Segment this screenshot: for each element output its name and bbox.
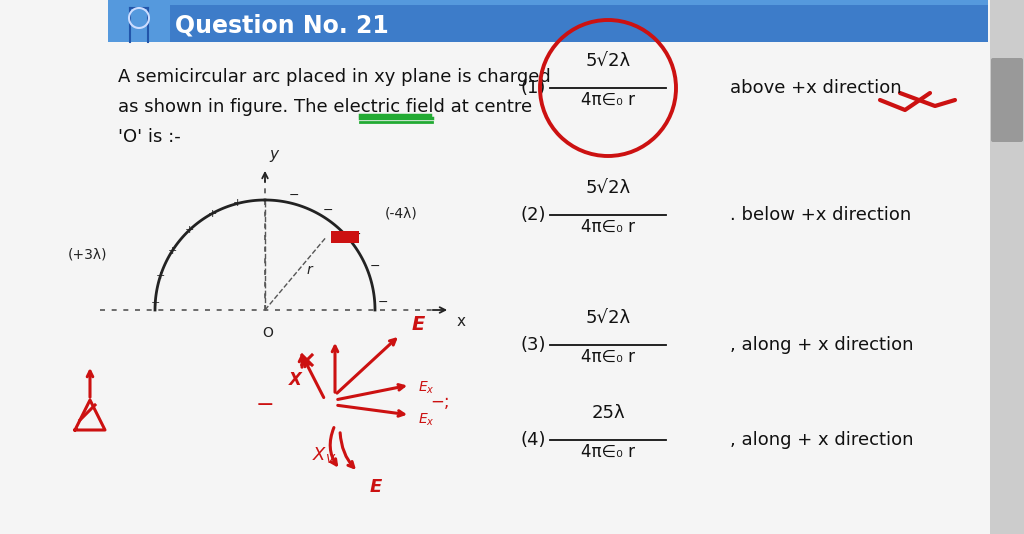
Text: X: X — [289, 371, 301, 389]
Text: x: x — [457, 314, 466, 329]
Text: 5√2λ: 5√2λ — [586, 179, 631, 197]
Text: +: + — [156, 271, 165, 281]
Text: −: − — [289, 189, 300, 202]
Text: 4π∈₀ r: 4π∈₀ r — [581, 348, 635, 366]
Text: (2): (2) — [520, 206, 546, 224]
Text: −;: −; — [430, 393, 450, 411]
FancyBboxPatch shape — [990, 0, 1024, 534]
Text: A semicircular arc placed in xy plane is charged: A semicircular arc placed in xy plane is… — [118, 68, 551, 86]
Text: , along + x direction: , along + x direction — [730, 431, 913, 449]
Text: −: − — [378, 296, 388, 309]
Text: 4π∈₀ r: 4π∈₀ r — [581, 443, 635, 461]
Text: +: + — [232, 199, 243, 208]
Text: (3): (3) — [520, 336, 546, 354]
Text: O: O — [262, 326, 273, 340]
Text: +: + — [168, 246, 177, 256]
Text: . below +x direction: . below +x direction — [730, 206, 911, 224]
Text: 4π∈₀ r: 4π∈₀ r — [581, 91, 635, 109]
Text: E: E — [412, 316, 425, 334]
FancyBboxPatch shape — [108, 4, 170, 42]
Text: Question No. 21: Question No. 21 — [175, 13, 389, 37]
Text: $X_V$: $X_V$ — [312, 445, 337, 465]
Text: r: r — [306, 263, 312, 277]
Text: (+3λ): (+3λ) — [68, 248, 106, 262]
Text: (1): (1) — [520, 79, 546, 97]
Text: 25λ: 25λ — [591, 404, 625, 422]
Text: +: + — [207, 209, 217, 218]
Text: 4π∈₀ r: 4π∈₀ r — [581, 218, 635, 236]
Text: y: y — [269, 147, 278, 162]
Text: 5√2λ: 5√2λ — [586, 309, 631, 327]
Text: −: − — [350, 228, 361, 241]
Text: −: − — [256, 395, 274, 415]
Text: , along + x direction: , along + x direction — [730, 336, 913, 354]
Text: (-4λ): (-4λ) — [385, 206, 418, 220]
Text: above +x direction: above +x direction — [730, 79, 901, 97]
Text: as shown in figure. The electric field at centre: as shown in figure. The electric field a… — [118, 98, 532, 116]
Text: +: + — [185, 225, 195, 235]
Text: −: − — [370, 260, 380, 273]
Text: 5√2λ: 5√2λ — [586, 52, 631, 70]
FancyBboxPatch shape — [991, 58, 1023, 142]
Text: E: E — [370, 478, 382, 496]
FancyBboxPatch shape — [108, 0, 988, 5]
Text: +: + — [151, 298, 160, 308]
Text: $E_x$: $E_x$ — [418, 380, 434, 396]
FancyBboxPatch shape — [331, 231, 359, 243]
Text: 'O' is :-: 'O' is :- — [118, 128, 181, 146]
Text: (4): (4) — [520, 431, 546, 449]
Text: −: − — [323, 204, 334, 217]
Text: $E_x$: $E_x$ — [418, 412, 434, 428]
FancyBboxPatch shape — [108, 4, 988, 42]
